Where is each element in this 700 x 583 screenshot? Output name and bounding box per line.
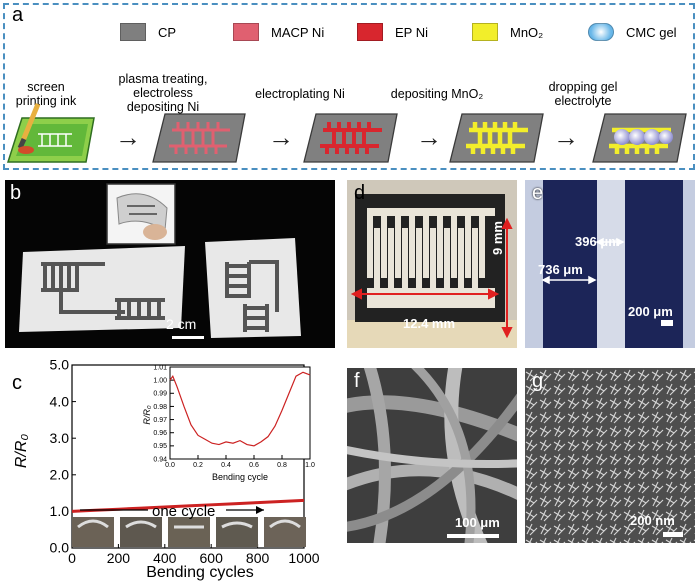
inset-series-line [169,371,311,447]
panel-d-scene [347,180,517,348]
step-1-substrate [6,103,95,163]
step-2-text: plasma treating, electroless depositing … [118,72,208,114]
legend-item-cp: CP [120,22,176,42]
main-ytick-label: 1.0 [50,503,70,519]
inset-ytick-label: 0.94 [153,456,167,463]
main-xlabel: Bending cycles [146,564,254,581]
step-1-text: screen printing ink [15,80,77,108]
main-ytick-label: 5.0 [50,357,70,373]
panel-e-scene [525,180,695,348]
panel-c-label: c [12,372,22,394]
inset-ytick-label: 0.98 [153,404,167,411]
panel-b-scale-bar [172,336,204,339]
panel-b-left-pattern [41,262,165,320]
main-xtick-label: 1000 [288,550,319,566]
inset-ytick-label: 1.01 [153,364,167,371]
panel-b-photo [5,180,335,348]
panel-f-sem [347,368,517,543]
panel-a-frame [3,3,695,170]
legend-label-cmc-gel: CMC gel [626,24,677,40]
bending-photos [72,517,306,547]
panel-f-fibers [347,368,517,543]
panel-b-right-pattern [225,260,279,332]
panel-b-label: b [10,182,22,204]
panel-e-label: e [532,182,544,204]
main-ytick-label: 3.0 [50,430,70,446]
panel-b-scene [19,183,301,338]
legend-swatch-ep-ni [357,23,383,41]
panel-g-label: g [532,370,544,392]
inset-xtick-label: 0.4 [221,462,231,469]
main-xtick-label: 0 [68,550,76,566]
panel-e-dim2: 736 μm [538,262,583,277]
panel-a-schematics: → → → → [6,103,687,163]
legend-label-mno2: MnO₂ [510,24,544,40]
panel-d-photo [347,180,517,348]
panel-g-nanosheets [525,368,695,543]
legend-item-mno2: MnO₂ [472,22,543,42]
panel-e-dim1: 396 μm [575,234,620,249]
step-3-text: electroplating Ni [255,87,345,101]
legend-label-cp: CP [158,24,177,40]
inset-ytick-label: 0.99 [153,391,167,398]
legend-swatch-mno2 [472,23,498,41]
legend-item-cmc-gel: CMC gel [588,22,677,42]
main-xtick-label: 800 [246,550,270,566]
inset-ytick-label: 0.96 [153,430,167,437]
main-xtick-label: 200 [107,550,131,566]
arrow-1: → [115,122,141,152]
main-ticks: 0 200 400 600 800 1000 0.0 1.0 2.0 3.0 4.0 5.0 [50,357,320,566]
inset-ytick-label: 0.95 [153,443,167,450]
step-5-device [592,113,687,163]
inset-xtick-label: 0.0 [165,462,175,469]
main-ylabel: R/R₀ [13,434,30,469]
panel-b-scale-label: 2 cm [166,316,197,332]
inset-xtick-label: 0.6 [249,462,259,469]
inset-xtick-label: 1.0 [305,462,315,469]
step-4-text: depositing MnO₂ [390,87,484,101]
main-xtick-label: 400 [153,550,177,566]
inset-ylabel: R/R₀ [142,405,152,424]
one-cycle-label: one cycle [152,503,215,520]
legend-swatch-cp [120,23,146,41]
one-cycle-arrow [80,506,264,514]
legend-swatch-cmc-gel [588,23,614,41]
legend-label-macp-ni: MACP Ni [271,24,325,40]
arrow-4: → [553,122,579,152]
step-4-device [449,113,544,163]
panel-d-height-label: 9 mm [490,221,505,255]
inset-series [169,371,311,447]
panel-c-chart: 0 200 400 600 800 1000 0.0 1.0 2.0 3.0 4.0 5.0 one … [13,357,320,581]
inset-box [169,366,311,460]
inset-xlabel: Bending cycle [212,472,268,482]
panel-f-scale-label: 100 μm [455,515,500,530]
panel-g-scale-label: 200 nm [630,513,675,528]
panel-f-label: f [354,370,360,392]
step-2-device [152,113,246,163]
inset-xtick-label: 0.8 [277,462,287,469]
panel-d-label: d [354,182,366,204]
panel-d-width-label: 12.4 mm [403,316,456,331]
inset-ticks: 0.0 0.2 0.4 0.6 0.8 1.0 0.94 0.95 0.96 0.97 0.98 0.… [153,364,315,469]
panel-e-scale-label: 200 μm [628,304,673,319]
main-ytick-label: 2.0 [50,466,70,482]
legend-item-macp-ni: MACP Ni [233,22,324,42]
legend-swatch-macp-ni [233,23,259,41]
panel-e-micrograph [525,180,695,348]
main-ytick-label: 0.0 [50,540,70,556]
legend-label-ep-ni: EP Ni [395,24,428,40]
step-5-text: dropping gel electrolyte [548,80,618,108]
inset-ytick-label: 1.00 [153,377,167,384]
arrow-3: → [416,122,442,152]
arrow-2: → [268,122,294,152]
step-3-device [303,113,398,163]
main-ytick-label: 4.0 [50,393,70,409]
legend-item-ep-ni: EP Ni [357,22,428,42]
inset-ytick-label: 0.97 [153,417,167,424]
panel-g-sem [525,368,695,543]
main-xtick-label: 600 [200,550,224,566]
panel-a-label: a [12,4,24,26]
inset-xtick-label: 0.2 [193,462,203,469]
